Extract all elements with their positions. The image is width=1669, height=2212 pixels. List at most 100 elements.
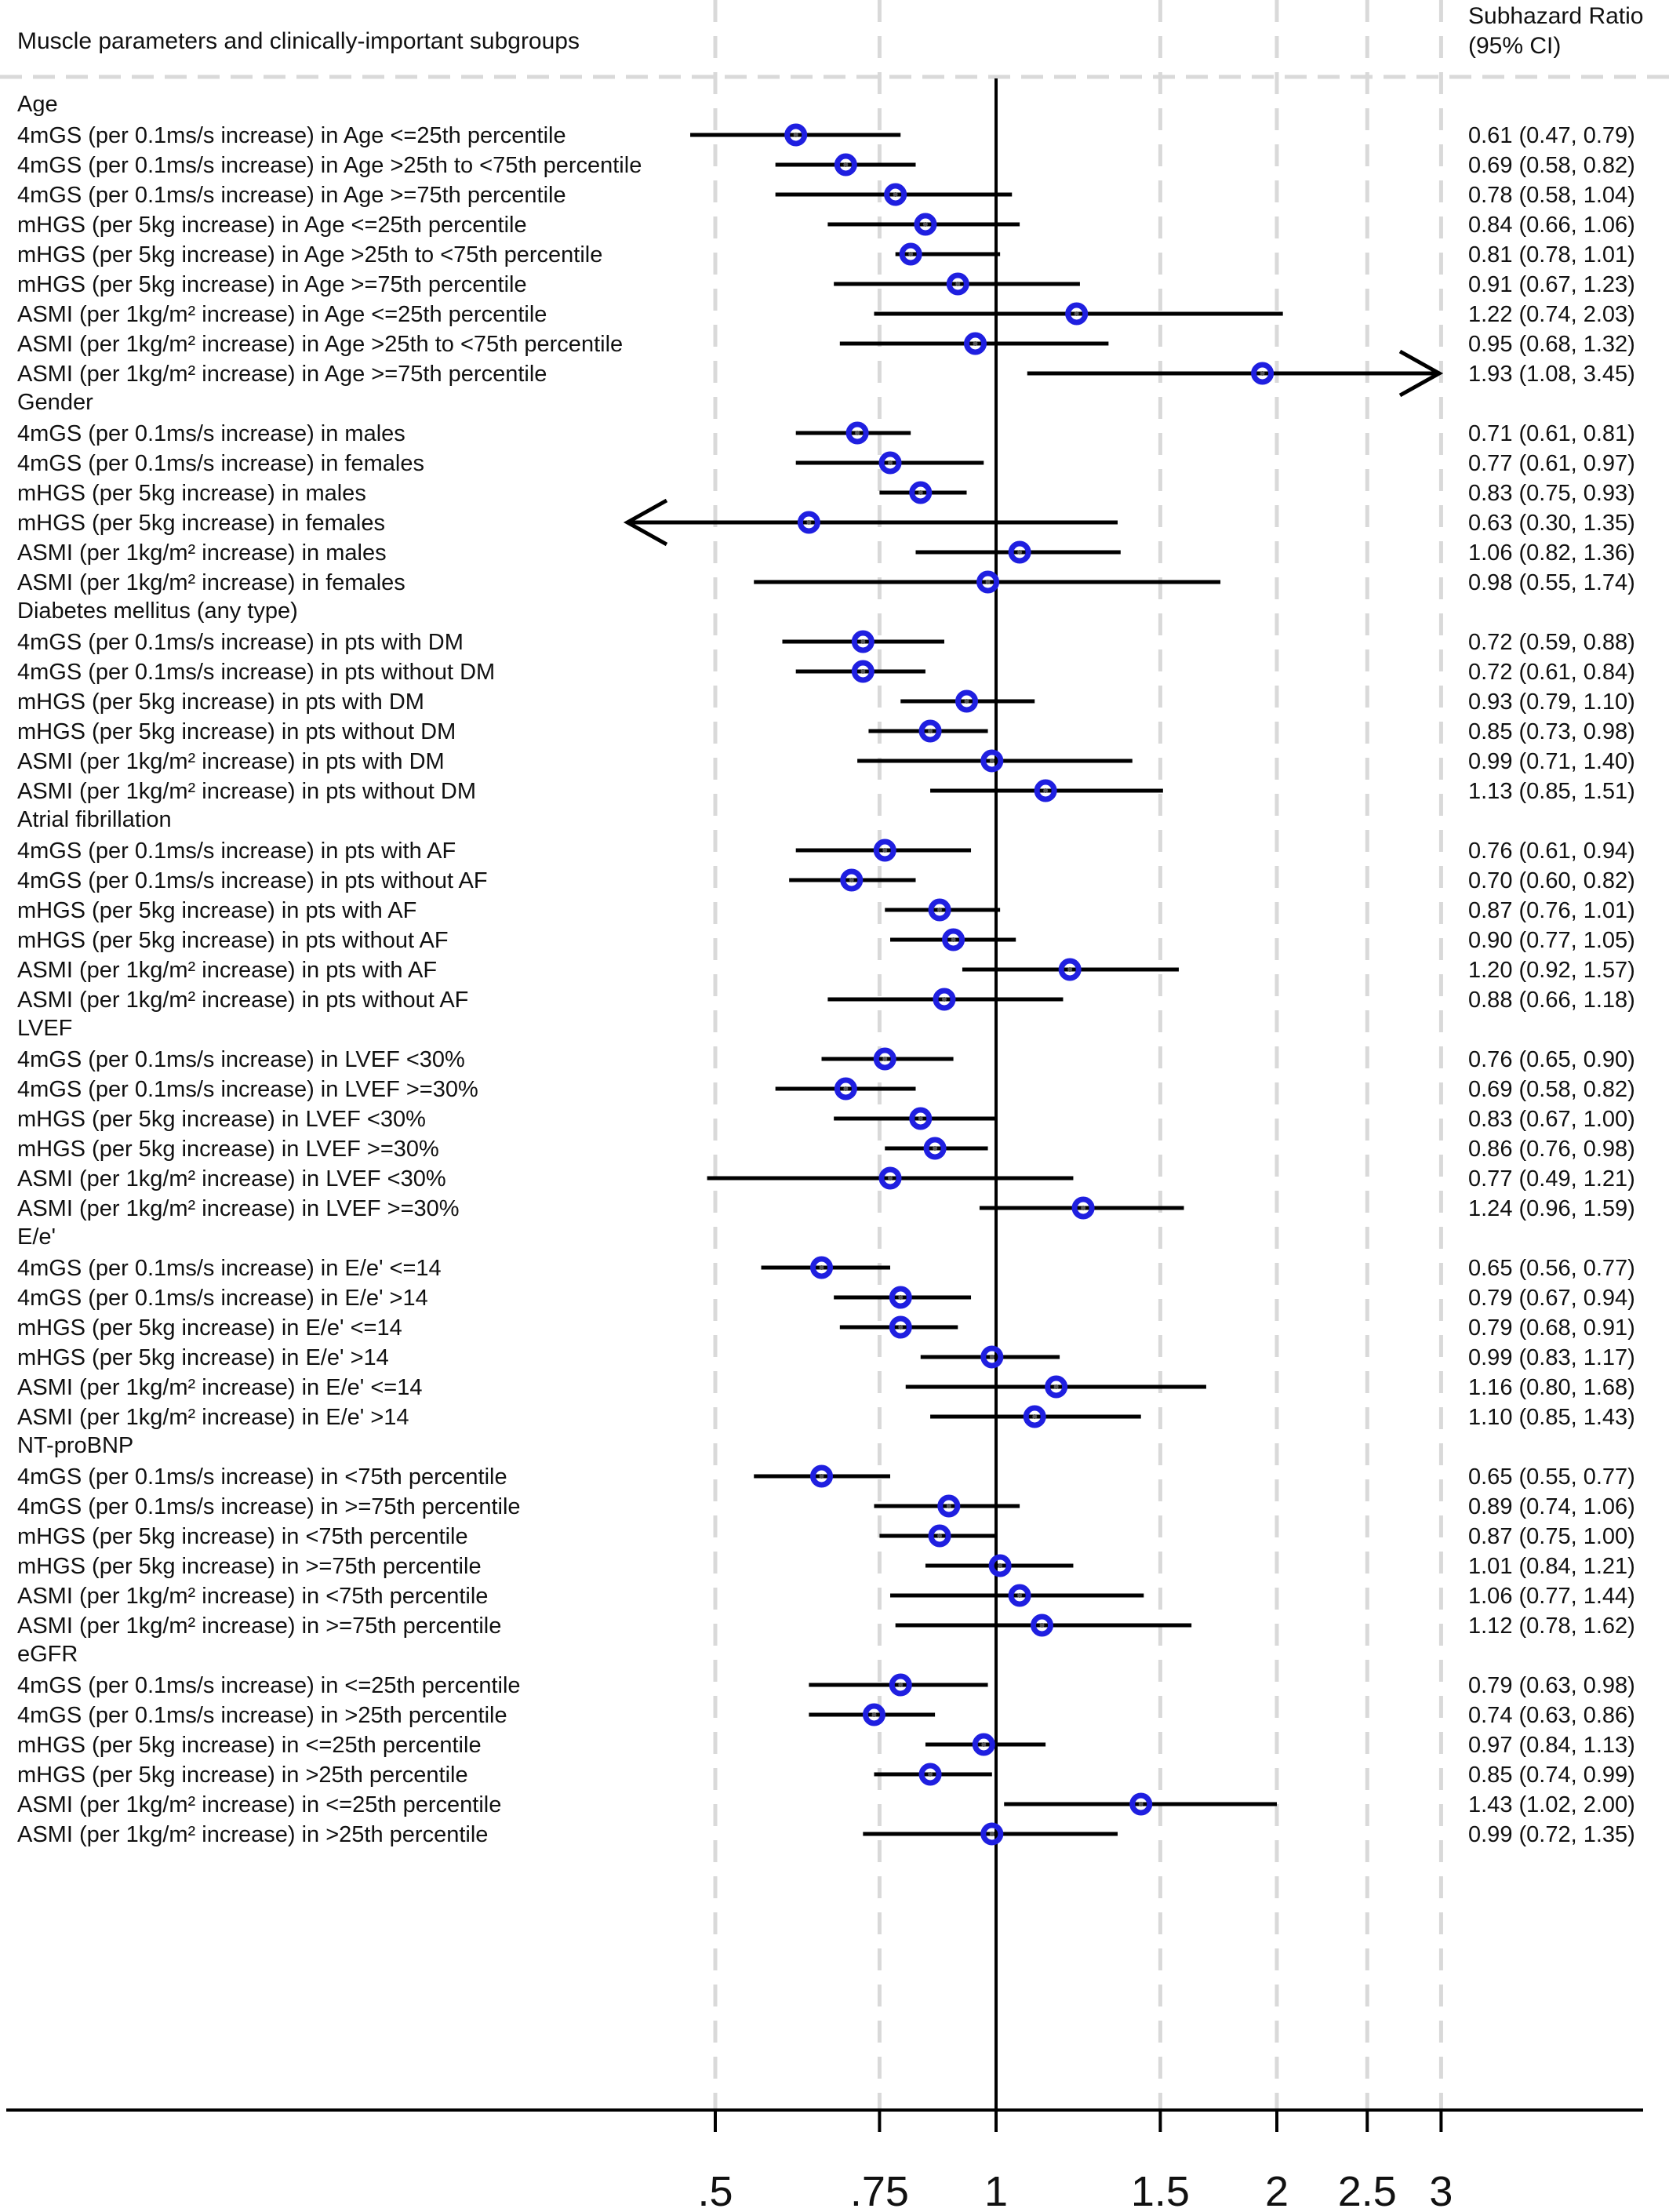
point-center (882, 1057, 888, 1061)
point-estimate (1129, 1792, 1153, 1816)
point-estimate (784, 123, 808, 147)
row-label: mHGS (per 5kg increase) in pts with DM (17, 689, 424, 715)
point-center (918, 490, 923, 495)
point-center (1032, 1414, 1038, 1419)
row-ci-text: 0.63 (0.30, 1.35) (1468, 511, 1635, 536)
point-center (855, 431, 860, 435)
point-center (898, 1683, 904, 1687)
row-ci-text: 1.43 (1.02, 2.00) (1468, 1792, 1635, 1817)
point-center (1043, 788, 1049, 793)
row-ci-text: 0.95 (0.68, 1.32) (1468, 332, 1635, 357)
point-center (937, 1533, 943, 1538)
x-tick-label: 1.5 (1131, 2168, 1190, 2212)
row-label: 4mGS (per 0.1ms/s increase) in >=75th pe… (17, 1494, 521, 1519)
row-label: ASMI (per 1kg/m² increase) in females (17, 570, 405, 595)
point-center (843, 162, 849, 167)
point-center (898, 1295, 904, 1300)
row-ci-text: 0.87 (0.76, 1.01) (1468, 898, 1635, 923)
point-estimate (889, 1315, 912, 1339)
row-ci-text: 0.97 (0.84, 1.13) (1468, 1733, 1635, 1758)
row-ci-text: 0.77 (0.49, 1.21) (1468, 1166, 1635, 1191)
row-label: ASMI (per 1kg/m² increase) in Age >=75th… (17, 362, 547, 387)
row-ci-text: 1.22 (0.74, 2.03) (1468, 302, 1635, 327)
row-ci-text: 0.83 (0.67, 1.00) (1468, 1107, 1635, 1132)
row-ci-text: 0.84 (0.66, 1.06) (1468, 213, 1635, 238)
row-label: mHGS (per 5kg increase) in Age <=25th pe… (17, 213, 527, 238)
point-center (806, 520, 812, 525)
row-ci-text: 0.93 (0.79, 1.10) (1468, 689, 1635, 715)
point-center (998, 1563, 1003, 1568)
point-estimate (810, 1464, 834, 1488)
point-center (951, 937, 956, 942)
row-label: ASMI (per 1kg/m² increase) in LVEF >=30% (17, 1196, 460, 1221)
row-label: 4mGS (per 0.1ms/s increase) in pts with … (17, 630, 464, 655)
row-label: ASMI (per 1kg/m² increase) in E/e' >14 (17, 1405, 409, 1430)
point-estimate (851, 630, 874, 653)
point-estimate (1045, 1375, 1068, 1399)
row-label: 4mGS (per 0.1ms/s increase) in pts with … (17, 839, 456, 864)
row-label: 4mGS (per 0.1ms/s increase) in males (17, 421, 405, 446)
row-ci-text: 1.06 (0.77, 1.44) (1468, 1584, 1635, 1609)
point-estimate (810, 1256, 834, 1279)
point-estimate (889, 1673, 912, 1697)
row-ci-text: 1.20 (0.92, 1.57) (1468, 958, 1635, 983)
x-tick-label: 1 (984, 2168, 1008, 2212)
row-ci-text: 1.12 (0.78, 1.62) (1468, 1614, 1635, 1639)
row-ci-text: 0.85 (0.73, 0.98) (1468, 719, 1635, 744)
point-center (922, 222, 928, 227)
point-center (819, 1474, 824, 1479)
row-ci-text: 0.76 (0.65, 0.90) (1468, 1047, 1635, 1072)
point-center (1138, 1802, 1144, 1806)
row-ci-text: 0.65 (0.55, 0.77) (1468, 1464, 1635, 1490)
point-center (933, 1146, 938, 1151)
row-ci-text: 0.99 (0.71, 1.40) (1468, 749, 1635, 774)
row-ci-text: 0.69 (0.58, 0.82) (1468, 1077, 1635, 1102)
ci-arrow-right (1398, 349, 1444, 398)
point-estimate (884, 183, 907, 206)
point-estimate (976, 570, 1000, 594)
row-label: 4mGS (per 0.1ms/s increase) in <=25th pe… (17, 1673, 521, 1698)
row-ci-text: 0.78 (0.58, 1.04) (1468, 183, 1635, 208)
point-estimate (923, 1137, 947, 1160)
point-center (989, 759, 994, 763)
row-ci-text: 0.90 (0.77, 1.05) (1468, 928, 1635, 953)
point-estimate (834, 1077, 857, 1101)
point-estimate (933, 988, 956, 1011)
ci-arrow-left (623, 498, 668, 547)
point-estimate (1008, 540, 1031, 564)
point-estimate (1251, 362, 1274, 385)
point-estimate (988, 1554, 1012, 1577)
point-estimate (899, 242, 922, 266)
row-label: ASMI (per 1kg/m² increase) in pts with A… (17, 958, 437, 983)
point-center (871, 1712, 877, 1717)
row-ci-text: 0.77 (0.61, 0.97) (1468, 451, 1635, 476)
point-estimate (1065, 302, 1089, 326)
row-label: ASMI (per 1kg/m² increase) in >25th perc… (17, 1822, 488, 1847)
row-ci-text: 0.85 (0.74, 0.99) (1468, 1763, 1635, 1788)
row-ci-text: 0.74 (0.63, 0.86) (1468, 1703, 1635, 1728)
row-label: ASMI (per 1kg/m² increase) in >=75th per… (17, 1614, 501, 1639)
point-estimate (928, 898, 951, 922)
row-ci-text: 0.70 (0.60, 0.82) (1468, 868, 1635, 893)
row-label: mHGS (per 5kg increase) in pts without A… (17, 928, 449, 953)
point-center (1260, 371, 1265, 376)
row-ci-text: 0.91 (0.67, 1.23) (1468, 272, 1635, 297)
point-estimate (928, 1524, 951, 1548)
point-center (860, 639, 866, 644)
point-estimate (862, 1703, 885, 1726)
point-estimate (980, 1822, 1004, 1846)
x-tick-label: 2.5 (1338, 2168, 1397, 2212)
row-ci-text: 0.79 (0.63, 0.98) (1468, 1673, 1635, 1698)
row-label: 4mGS (per 0.1ms/s increase) in Age >=75t… (17, 183, 566, 208)
right-header-line1: Subhazard Ratio (1468, 3, 1644, 29)
row-label: ASMI (per 1kg/m² increase) in Age <=25th… (17, 302, 547, 327)
point-center (793, 133, 798, 137)
right-column-header: Subhazard Ratio (95% CI) (1468, 2, 1643, 61)
point-center (964, 699, 969, 704)
row-ci-text: 1.10 (0.85, 1.43) (1468, 1405, 1635, 1430)
right-header-line2: (95% CI) (1468, 33, 1562, 59)
row-label: ASMI (per 1kg/m² increase) in males (17, 540, 387, 566)
point-center (849, 878, 854, 882)
point-center (1074, 311, 1079, 316)
row-label: 4mGS (per 0.1ms/s increase) in LVEF <30% (17, 1047, 465, 1072)
